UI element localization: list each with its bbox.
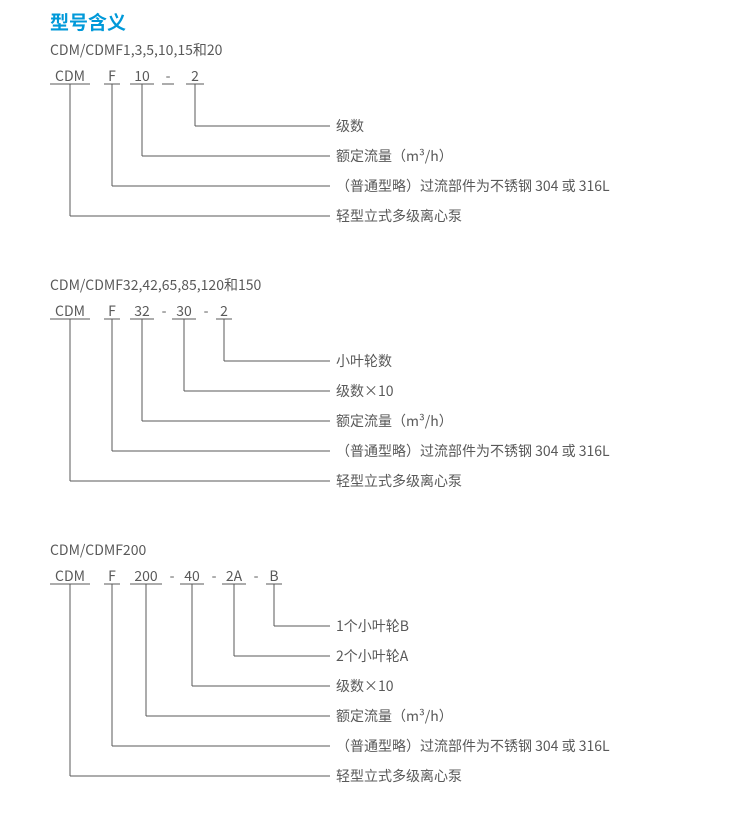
section3-label-0: 1个小叶轮B xyxy=(336,616,409,636)
diagram-root: 型号含义 CDM/CDMF1,3,5,10,15和20CDMF10-2级数额定流… xyxy=(0,0,745,818)
section3-code-3: - xyxy=(170,566,175,586)
section2-code-0: CDM xyxy=(55,301,85,321)
section3-code-2: 200 xyxy=(134,566,157,586)
section2-code-5: - xyxy=(204,301,209,321)
section3-label-5: 轻型立式多级离心泵 xyxy=(336,766,462,786)
section2-code-4: 30 xyxy=(176,301,192,321)
section1-code-2: 10 xyxy=(134,66,150,86)
section2-code-1: F xyxy=(108,301,116,321)
section3-code-6: 2A xyxy=(226,566,242,586)
section3-label-4: （普通型略）过流部件为不锈钢 304 或 316L xyxy=(336,736,610,756)
section2-subtitle: CDM/CDMF32,42,65,85,120和150 xyxy=(50,275,261,295)
section2-code-2: 32 xyxy=(134,301,150,321)
section3-code-8: B xyxy=(269,566,278,586)
section1-label-1: 额定流量（m³/h） xyxy=(336,146,453,166)
section2-label-3: （普通型略）过流部件为不锈钢 304 或 316L xyxy=(336,441,610,461)
section1-label-0: 级数 xyxy=(336,116,364,136)
section1-subtitle: CDM/CDMF1,3,5,10,15和20 xyxy=(50,40,222,60)
section3-label-3: 额定流量（m³/h） xyxy=(336,706,453,726)
section1-label-3: 轻型立式多级离心泵 xyxy=(336,206,462,226)
section1-label-2: （普通型略）过流部件为不锈钢 304 或 316L xyxy=(336,176,610,196)
section2-label-0: 小叶轮数 xyxy=(336,351,392,371)
section2-code-3: - xyxy=(162,301,167,321)
section2-label-1: 级数×10 xyxy=(336,381,394,401)
section1-code-4: 2 xyxy=(191,66,199,86)
section3-code-0: CDM xyxy=(55,566,85,586)
section1-code-1: F xyxy=(108,66,116,86)
section1-code-0: CDM xyxy=(55,66,85,86)
section2-code-6: 2 xyxy=(220,301,228,321)
section3-label-2: 级数×10 xyxy=(336,676,394,696)
section3-code-5: - xyxy=(212,566,217,586)
section2-label-2: 额定流量（m³/h） xyxy=(336,411,453,431)
section3-code-4: 40 xyxy=(184,566,200,586)
section3-label-1: 2个小叶轮A xyxy=(336,646,408,666)
section3-code-1: F xyxy=(108,566,116,586)
section1-code-3: - xyxy=(166,66,171,86)
section3-code-7: - xyxy=(254,566,259,586)
section3-subtitle: CDM/CDMF200 xyxy=(50,540,146,560)
section2-label-4: 轻型立式多级离心泵 xyxy=(336,471,462,491)
